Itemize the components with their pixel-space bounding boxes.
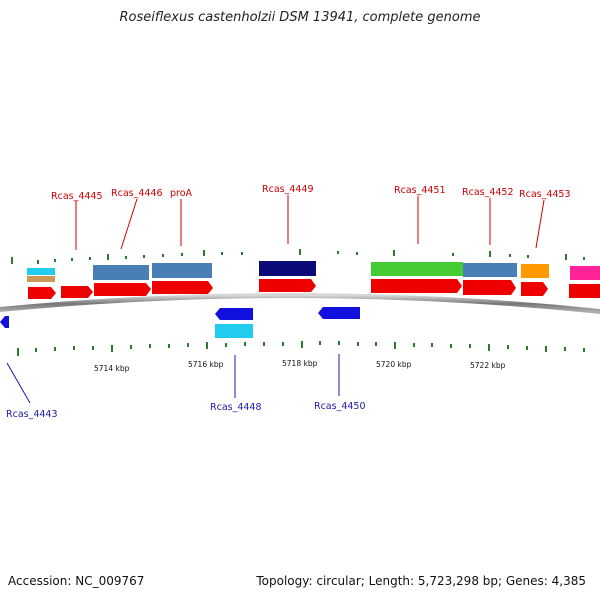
feature-green-4451[interactable]	[371, 262, 463, 276]
gene-label-rcas-4450[interactable]: Rcas_4450	[314, 401, 366, 412]
accession-text: Accession: NC_009767	[8, 574, 145, 588]
gene-arrow-forward[interactable]	[28, 287, 56, 299]
gene-arrow-forward[interactable]	[94, 283, 151, 296]
feature-cyan-4448[interactable]	[215, 324, 253, 338]
gene-arrow-reverse-4448[interactable]	[215, 308, 253, 320]
feature-orange-4453[interactable]	[521, 264, 549, 278]
kbp-label: 5720 kbp	[376, 360, 412, 369]
forward-genes	[28, 279, 600, 299]
kbp-label: 5718 kbp	[282, 359, 318, 368]
feature-steelblue-proA[interactable]	[152, 263, 212, 278]
gene-label-rcas-4452[interactable]: Rcas_4452	[462, 187, 514, 198]
gene-label-rcas-4448[interactable]: Rcas_4448	[210, 402, 262, 413]
gene-label-rcas-4453[interactable]: Rcas_4453	[519, 189, 571, 200]
gene-arrow-forward[interactable]	[61, 286, 93, 298]
kbp-label: 5722 kbp	[470, 361, 506, 370]
gene-arrow-forward[interactable]	[463, 280, 516, 295]
gene-label-rcas-4443[interactable]: Rcas_4443	[6, 409, 58, 420]
genome-title: Roseiflexus castenholzii DSM 13941, comp…	[119, 10, 481, 25]
genome-backbone	[0, 292, 600, 315]
gene-label-rcas-4449[interactable]: Rcas_4449	[262, 184, 314, 195]
ticks-top	[11, 249, 585, 264]
gene-arrow-reverse-4450[interactable]	[318, 307, 360, 319]
kbp-label: 5714 kbp	[94, 364, 130, 373]
top-leader-lines	[75, 195, 545, 250]
feature-steelblue-4452[interactable]	[463, 263, 517, 277]
gene-arrow-forward[interactable]	[371, 279, 462, 293]
kbp-label: 5716 kbp	[188, 360, 224, 369]
gene-label-rcas-4445[interactable]: Rcas_4445	[51, 191, 103, 202]
gene-label-proa[interactable]: proA	[170, 188, 193, 199]
gene-arrow-forward[interactable]	[259, 279, 316, 292]
gene-arrow-reverse-4443[interactable]	[0, 316, 9, 328]
feature-magenta[interactable]	[570, 266, 600, 280]
feature-navy-4449[interactable]	[259, 261, 316, 276]
feature-cyan[interactable]	[27, 268, 55, 275]
bottom-leader-lines	[6, 354, 340, 404]
genome-summary-text: Topology: circular; Length: 5,723,298 bp…	[256, 574, 586, 588]
gene-label-rcas-4451[interactable]: Rcas_4451	[394, 185, 446, 196]
gene-label-rcas-4446[interactable]: Rcas_4446	[111, 188, 163, 199]
ticks-bottom	[17, 341, 585, 356]
gene-arrow-forward[interactable]	[152, 281, 213, 294]
feature-steelblue-4446[interactable]	[93, 265, 149, 280]
gene-arrow-forward[interactable]	[521, 282, 548, 296]
gene-arrow-forward[interactable]	[569, 284, 600, 298]
feature-tan[interactable]	[27, 276, 55, 282]
